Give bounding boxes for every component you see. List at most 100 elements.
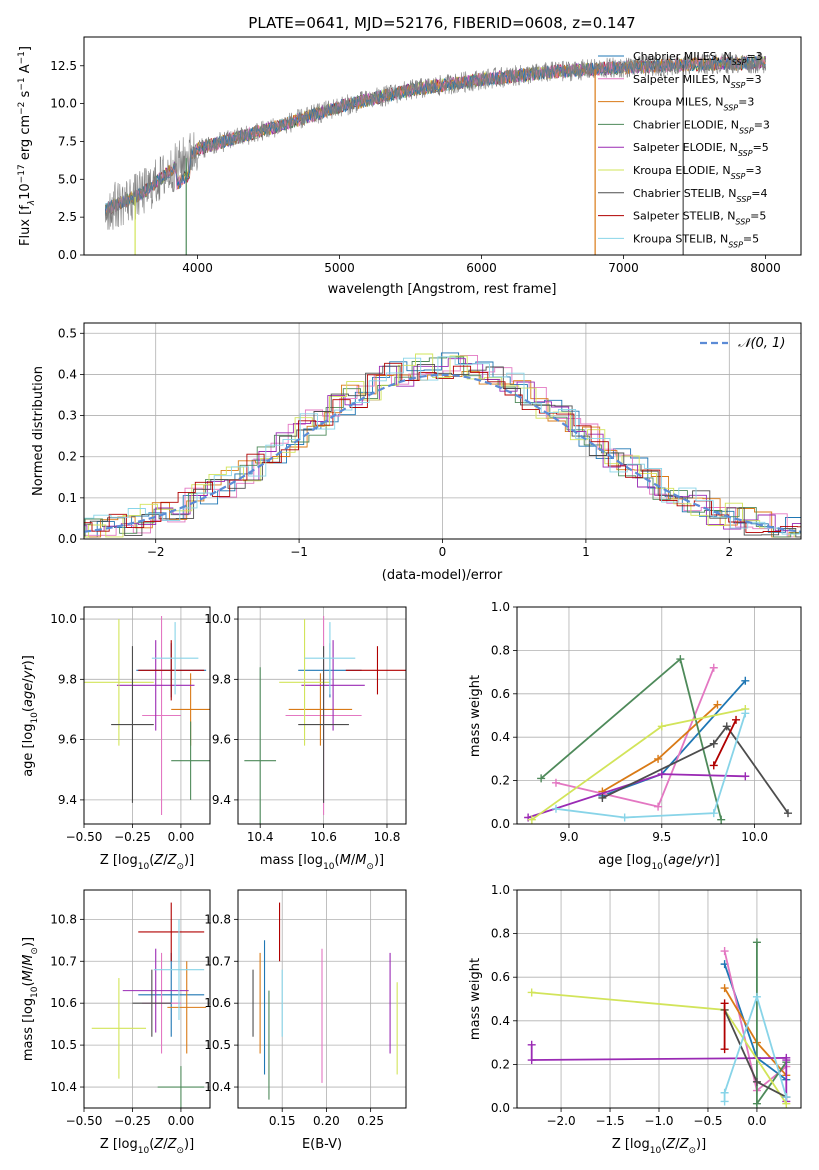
mass-weight-point bbox=[537, 774, 546, 783]
x-tick-label: 9.5 bbox=[652, 830, 671, 844]
legend-entry-label: Chabrier MILES, NSSP=3 bbox=[633, 50, 763, 67]
weight-vs-age-panel: 9.0 9.5 10.0 0.0 0.2 0.4 0.6 0.8 1.0 age [log10(… bbox=[468, 600, 802, 872]
x-tick-label: 0.20 bbox=[313, 1114, 340, 1128]
y-tick-label: 0.0 bbox=[58, 532, 77, 546]
legend-entry-count: =3 bbox=[745, 164, 761, 177]
mass-vs-ebv-ticks: 0.15 0.20 0.25 10.4 10.5 10.6 10.7 10.8 bbox=[204, 912, 384, 1128]
x-tick-label: 10.0 bbox=[741, 830, 768, 844]
legend-entry-count: =5 bbox=[753, 141, 769, 154]
mass-weight-point bbox=[598, 793, 607, 802]
y-tick-label: 0.2 bbox=[58, 450, 77, 464]
x-tick-label: 9.0 bbox=[559, 830, 578, 844]
x-tick-label: 0.00 bbox=[168, 1114, 195, 1128]
y-tick-label: 0.6 bbox=[491, 687, 510, 701]
mass-vs-metallicity-ticks: −0.50 −0.25 0.00 10.4 10.5 10.6 10.7 10.8 bbox=[50, 912, 194, 1128]
mass-weight-point bbox=[752, 1077, 761, 1086]
legend-entry-label: Salpeter MILES, NSSP=3 bbox=[633, 73, 762, 90]
y-tick-label: 10.7 bbox=[204, 954, 231, 968]
mass-weight-point bbox=[752, 992, 761, 1001]
y-tick-label: 9.8 bbox=[58, 672, 77, 686]
legend-entry-label: Salpeter ELODIE, NSSP=5 bbox=[633, 141, 769, 158]
legend-entry-sub: SSP bbox=[723, 103, 738, 112]
weight-vs-metallicity-panel: −2.0 −1.5 −1.0 −0.5 0.0 0.0 0.2 0.4 0.6 0.8 1.0 Z … bbox=[468, 883, 802, 1156]
legend-entry-label: Salpeter STELIB, NSSP=5 bbox=[633, 210, 766, 227]
weight-vs-age-ticks: 9.0 9.5 10.0 0.0 0.2 0.4 0.6 0.8 1.0 bbox=[491, 600, 768, 844]
y-tick-label: 5.0 bbox=[58, 172, 77, 186]
y-tick-label: 0.5 bbox=[58, 326, 77, 340]
mass-weight-point bbox=[657, 722, 666, 731]
mass-weight-point bbox=[752, 938, 761, 947]
mass-vs-ebv-xlabel: E(B-V) bbox=[302, 1137, 342, 1152]
y-tick-label: 10.0 bbox=[50, 97, 77, 111]
x-tick-label: −1.0 bbox=[644, 1114, 673, 1128]
mass-vs-metallicity-panel: −0.50 −0.25 0.00 10.4 10.5 10.6 10.7 10.8 Z [lo… bbox=[21, 889, 211, 1156]
x-tick-label: −0.5 bbox=[693, 1114, 722, 1128]
mass-weight-point bbox=[713, 700, 722, 709]
y-tick-label: 10.8 bbox=[50, 912, 77, 926]
legend-entry-name: Kroupa ELODIE, N bbox=[633, 164, 731, 177]
spectrum-xlabel: wavelength [Angstrom, rest frame] bbox=[328, 282, 557, 297]
x-tick-label: 10.8 bbox=[374, 830, 401, 844]
y-tick-label: 0.8 bbox=[491, 643, 510, 657]
mass-weight-point bbox=[741, 709, 750, 718]
residual-histogram-step bbox=[84, 353, 801, 538]
legend-entry-name: Kroupa STELIB, N bbox=[633, 232, 728, 245]
x-tick-label: −1 bbox=[290, 545, 308, 559]
mass-weight-point bbox=[709, 809, 718, 818]
mass-weight-point bbox=[527, 988, 536, 997]
x-tick-label: 0.15 bbox=[269, 1114, 296, 1128]
y-tick-label: 10.0 bbox=[204, 612, 231, 626]
y-tick-label: 12.5 bbox=[50, 59, 77, 73]
mass-vs-metallicity-xlabel: Z [log10(Z/Z⊙)] bbox=[100, 1137, 194, 1156]
mass-weight-point bbox=[654, 754, 663, 763]
x-tick-label: 10.6 bbox=[310, 830, 337, 844]
age-vs-metallicity-xlabel: Z [log10(Z/Z⊙)] bbox=[100, 853, 194, 872]
x-tick-label: −0.25 bbox=[114, 830, 151, 844]
age-vs-metallicity-ticks: −0.50 −0.25 0.00 9.4 9.6 9.8 10.0 bbox=[50, 612, 194, 844]
y-tick-label: 0.0 bbox=[491, 817, 510, 831]
mass-weight-point bbox=[527, 1040, 536, 1049]
y-tick-label: 0.6 bbox=[491, 970, 510, 984]
mass-weight-point bbox=[720, 984, 729, 993]
y-tick-label: 10.6 bbox=[50, 996, 77, 1010]
observed-spectrum-line bbox=[105, 52, 766, 230]
age-vs-metallicity-ylabel: age [log10(age/yr)] bbox=[21, 655, 40, 777]
y-tick-label: 0.1 bbox=[58, 491, 77, 505]
legend-entry-sub: SSP bbox=[732, 58, 747, 67]
legend-entry-label: Chabrier STELIB, NSSP=4 bbox=[633, 187, 767, 204]
weight-vs-metallicity-ylabel: mass weight bbox=[468, 958, 483, 1040]
legend-entry-label: Kroupa STELIB, NSSP=5 bbox=[633, 232, 759, 249]
legend-entry-name: Salpeter STELIB, N bbox=[633, 210, 735, 223]
age-vs-mass-frame bbox=[237, 606, 407, 825]
legend-entry-name: Chabrier ELODIE, N bbox=[633, 118, 739, 131]
spectrum-frame bbox=[83, 36, 802, 256]
legend-entry-sub: SSP bbox=[738, 149, 753, 158]
spectrum-ticks: 4000 5000 6000 7000 8000 0.0 2.5 5.0 7.5 10.0 12.5 bbox=[50, 59, 780, 275]
weight-vs-metallicity-ticks: −2.0 −1.5 −1.0 −0.5 0.0 0.0 0.2 0.4 0.6 0.8 1.0 bbox=[491, 883, 767, 1128]
age-vs-metallicity-panel: −0.50 −0.25 0.00 9.4 9.6 9.8 10.0 Z [log10(Z/Z… bbox=[21, 606, 211, 872]
y-tick-label: 0.3 bbox=[58, 409, 77, 423]
mass-vs-metallicity-ylabel: mass [log10(M/M⊙)] bbox=[21, 937, 40, 1061]
mass-weight-point bbox=[620, 813, 629, 822]
mass-weight-series-line bbox=[723, 993, 788, 1102]
weight-vs-age-grid bbox=[517, 606, 801, 825]
legend-entry-count: =3 bbox=[746, 50, 762, 63]
y-tick-label: 9.4 bbox=[212, 793, 231, 807]
legend-entry-count: =5 bbox=[750, 210, 766, 223]
mass-weight-point bbox=[732, 715, 741, 724]
y-tick-label: 10.0 bbox=[50, 612, 77, 626]
gaussian-reference-curve bbox=[84, 373, 801, 533]
residual-panel: −2 −1 0 1 2 0.0 0.1 0.2 0.3 0.4 0.5 𝒩(0, 1) (data-… bbox=[31, 322, 802, 583]
y-tick-label: 7.5 bbox=[58, 134, 77, 148]
spectrum-panel: PLATE=0641, MJD=52176, FIBERID=0608, z=0… bbox=[17, 14, 802, 297]
legend-entry-sub: SSP bbox=[728, 240, 743, 249]
mass-weight-point bbox=[741, 772, 750, 781]
legend-entry-label: 𝒩(0, 1) bbox=[738, 336, 785, 351]
legend-entry-sub: SSP bbox=[739, 126, 754, 135]
mass-weight-point bbox=[551, 804, 560, 813]
spectrum-lines bbox=[104, 52, 766, 255]
x-tick-label: −1.5 bbox=[595, 1114, 624, 1128]
legend-entry-count: =3 bbox=[754, 118, 770, 131]
legend-entry-name: Kroupa MILES, N bbox=[633, 96, 723, 109]
x-tick-label: −0.50 bbox=[66, 1114, 103, 1128]
